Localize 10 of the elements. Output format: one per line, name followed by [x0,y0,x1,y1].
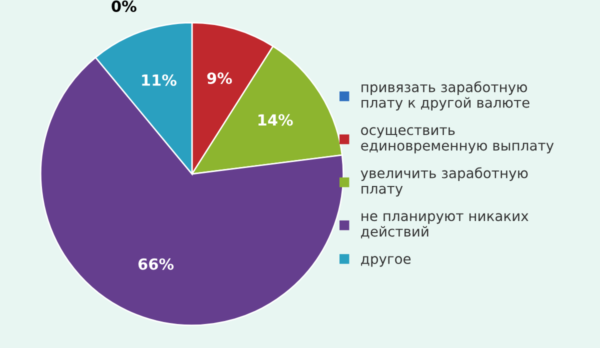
data-label: 66% [138,258,174,270]
legend-label: осуществить единовременную выплату [361,127,554,154]
legend-label: другое [361,256,411,267]
text: 0% [112,0,136,12]
data-label: 11% [142,74,176,86]
data-label: 9% [207,72,232,84]
legend-label: увеличить заработную плату [360,167,528,197]
data-label: 14% [258,114,293,126]
legend-label: не планируют никаких действий [361,213,528,238]
legend-label: привязать заработную плату к другой валюте [362,81,530,111]
